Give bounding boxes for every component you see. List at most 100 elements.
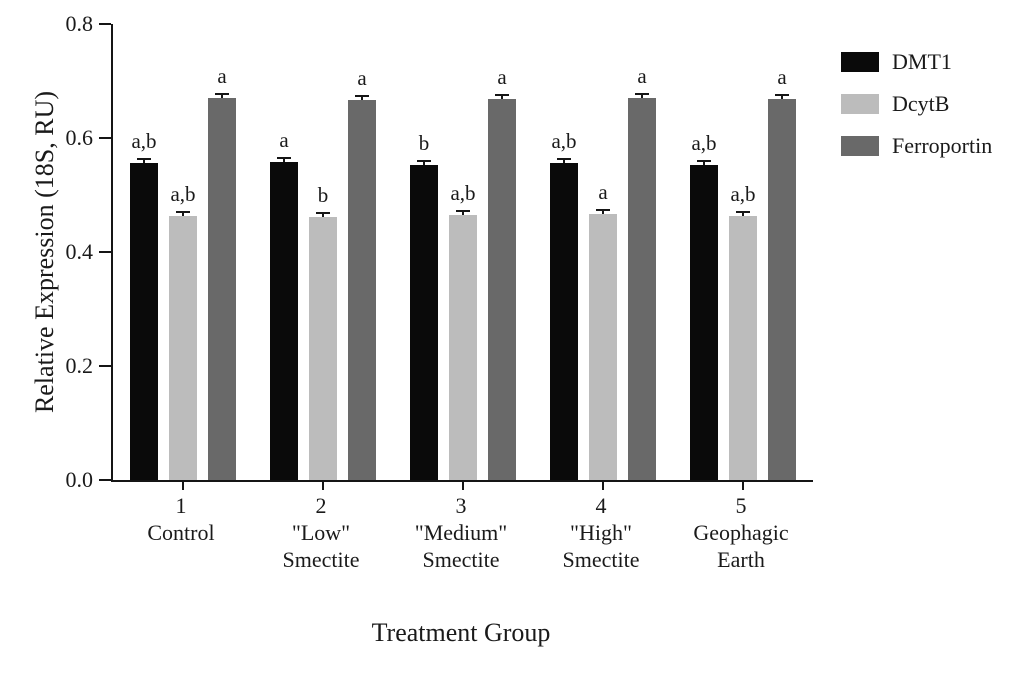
y-axis-tick-label: 0.2 — [65, 353, 94, 378]
error-bar-cap — [775, 93, 789, 96]
bar-ferroportin — [208, 98, 236, 480]
error-bar-cap — [137, 158, 151, 161]
bar-dcytb — [589, 213, 617, 480]
significance-letter: a — [598, 179, 608, 204]
x-axis-category-label-line: Earth — [717, 547, 765, 572]
error-bar-cap — [736, 211, 750, 214]
x-axis-category-label-line: Control — [147, 520, 215, 545]
bar-dmt1 — [550, 163, 578, 480]
error-bar — [641, 93, 643, 99]
bar-ferroportin — [348, 99, 376, 480]
significance-letter: a,b — [131, 129, 157, 154]
error-bar-cap — [495, 94, 509, 97]
error-bar — [703, 159, 705, 165]
x-axis-category-label: 2 "Low" Smectite — [246, 492, 396, 573]
error-bar — [221, 93, 223, 99]
significance-letter: b — [317, 182, 329, 207]
bar-dmt1 — [270, 161, 298, 480]
x-axis-category-label: 1 Control — [106, 492, 256, 546]
bar-dcytb — [309, 216, 337, 480]
x-axis-category-label-line: 5 — [735, 493, 747, 518]
error-bar-cap — [635, 93, 649, 96]
error-bar — [423, 160, 425, 166]
x-axis-category-label-line: 1 — [175, 493, 187, 518]
error-bar-cap — [215, 93, 229, 96]
legend-item: Ferroportin — [841, 134, 992, 158]
y-axis-tick — [99, 137, 111, 139]
error-bar — [361, 94, 363, 100]
x-axis-category-label-line: Geophagic — [693, 520, 789, 545]
error-bar — [742, 211, 744, 217]
error-bar-cap — [316, 211, 330, 214]
y-axis-tick-label: 0.4 — [65, 239, 94, 264]
x-axis-category-label: 3 "Medium" Smectite — [386, 492, 536, 573]
plot-area: 0.0 0.2 0.4 0.6 0.8 a,b a b a,b a,b a,b b a,b a a,b a a a… — [66, 11, 813, 492]
y-axis-tick-label: 0.0 — [65, 467, 94, 492]
x-axis-category-label-line: 3 — [455, 493, 467, 518]
x-axis-category-label-line: Smectite — [562, 547, 640, 572]
y-axis-tick-label: 0.6 — [65, 125, 94, 150]
legend-swatch — [841, 52, 879, 72]
bar-dcytb — [169, 216, 197, 480]
error-bar-cap — [596, 208, 610, 211]
x-axis-category-label-line: "Medium" — [414, 520, 508, 545]
error-bar — [563, 158, 565, 164]
error-bar — [283, 156, 285, 162]
legend-label: DMT1 — [892, 49, 952, 74]
error-bar — [781, 93, 783, 99]
error-bar — [182, 211, 184, 217]
y-axis-tick — [99, 365, 111, 367]
bar-dmt1 — [410, 165, 438, 480]
x-axis-tick — [602, 482, 604, 490]
error-bar — [143, 158, 145, 164]
x-axis-category-label: 4 "High" Smectite — [526, 492, 676, 573]
error-bar-cap — [355, 94, 369, 97]
x-axis-category-label-line: 4 — [595, 493, 607, 518]
error-bar — [322, 211, 324, 217]
bar-dcytb — [729, 216, 757, 480]
significance-letter: a,b — [450, 180, 476, 205]
legend-label: Ferroportin — [892, 133, 993, 158]
bar-ferroportin — [488, 99, 516, 480]
significance-letter: a — [217, 64, 227, 89]
error-bar — [501, 94, 503, 100]
x-axis-category-label: 5 Geophagic Earth — [666, 492, 816, 573]
legend-label: DcytB — [892, 91, 950, 116]
legend-item: DMT1 — [841, 50, 992, 74]
x-axis-category-labels: 1 Control 2 "Low" Smectite 3 "Medium" Smectite 4… — [111, 492, 811, 592]
legend-swatch — [841, 94, 879, 114]
error-bar-cap — [277, 156, 291, 159]
error-bar-cap — [417, 160, 431, 163]
legend-item: DcytB — [841, 92, 992, 116]
x-axis-tick — [462, 482, 464, 490]
significance-letter: a — [497, 65, 507, 90]
error-bar-cap — [697, 159, 711, 162]
significance-letter: b — [418, 131, 430, 156]
x-axis-tick — [182, 482, 184, 490]
significance-letter: a — [279, 127, 289, 152]
significance-letter: a — [637, 64, 647, 89]
legend: DMT1 DcytB Ferroportin — [841, 50, 992, 176]
error-bar-cap — [557, 158, 571, 161]
x-axis-category-label-line: 2 — [315, 493, 327, 518]
error-bar-cap — [176, 211, 190, 214]
x-axis-category-label-line: "Low" — [291, 520, 351, 545]
bar-dmt1 — [690, 164, 718, 480]
x-axis-category-label-line: "High" — [570, 520, 632, 545]
bar-dmt1 — [130, 163, 158, 480]
legend-swatch — [841, 136, 879, 156]
significance-letter: a,b — [691, 130, 717, 155]
error-bar-cap — [456, 209, 470, 212]
y-axis-tick — [99, 23, 111, 25]
significance-letter: a — [357, 65, 367, 90]
x-axis-tick — [742, 482, 744, 490]
significance-letter: a — [777, 64, 787, 89]
significance-letter: a,b — [170, 182, 196, 207]
x-axis-category-label-line: Smectite — [422, 547, 500, 572]
bar-dcytb — [449, 214, 477, 480]
error-bar — [462, 209, 464, 215]
x-axis-tick — [322, 482, 324, 490]
x-axis-category-label-line: Smectite — [282, 547, 360, 572]
error-bar — [602, 208, 604, 214]
significance-letter: a,b — [551, 129, 577, 154]
